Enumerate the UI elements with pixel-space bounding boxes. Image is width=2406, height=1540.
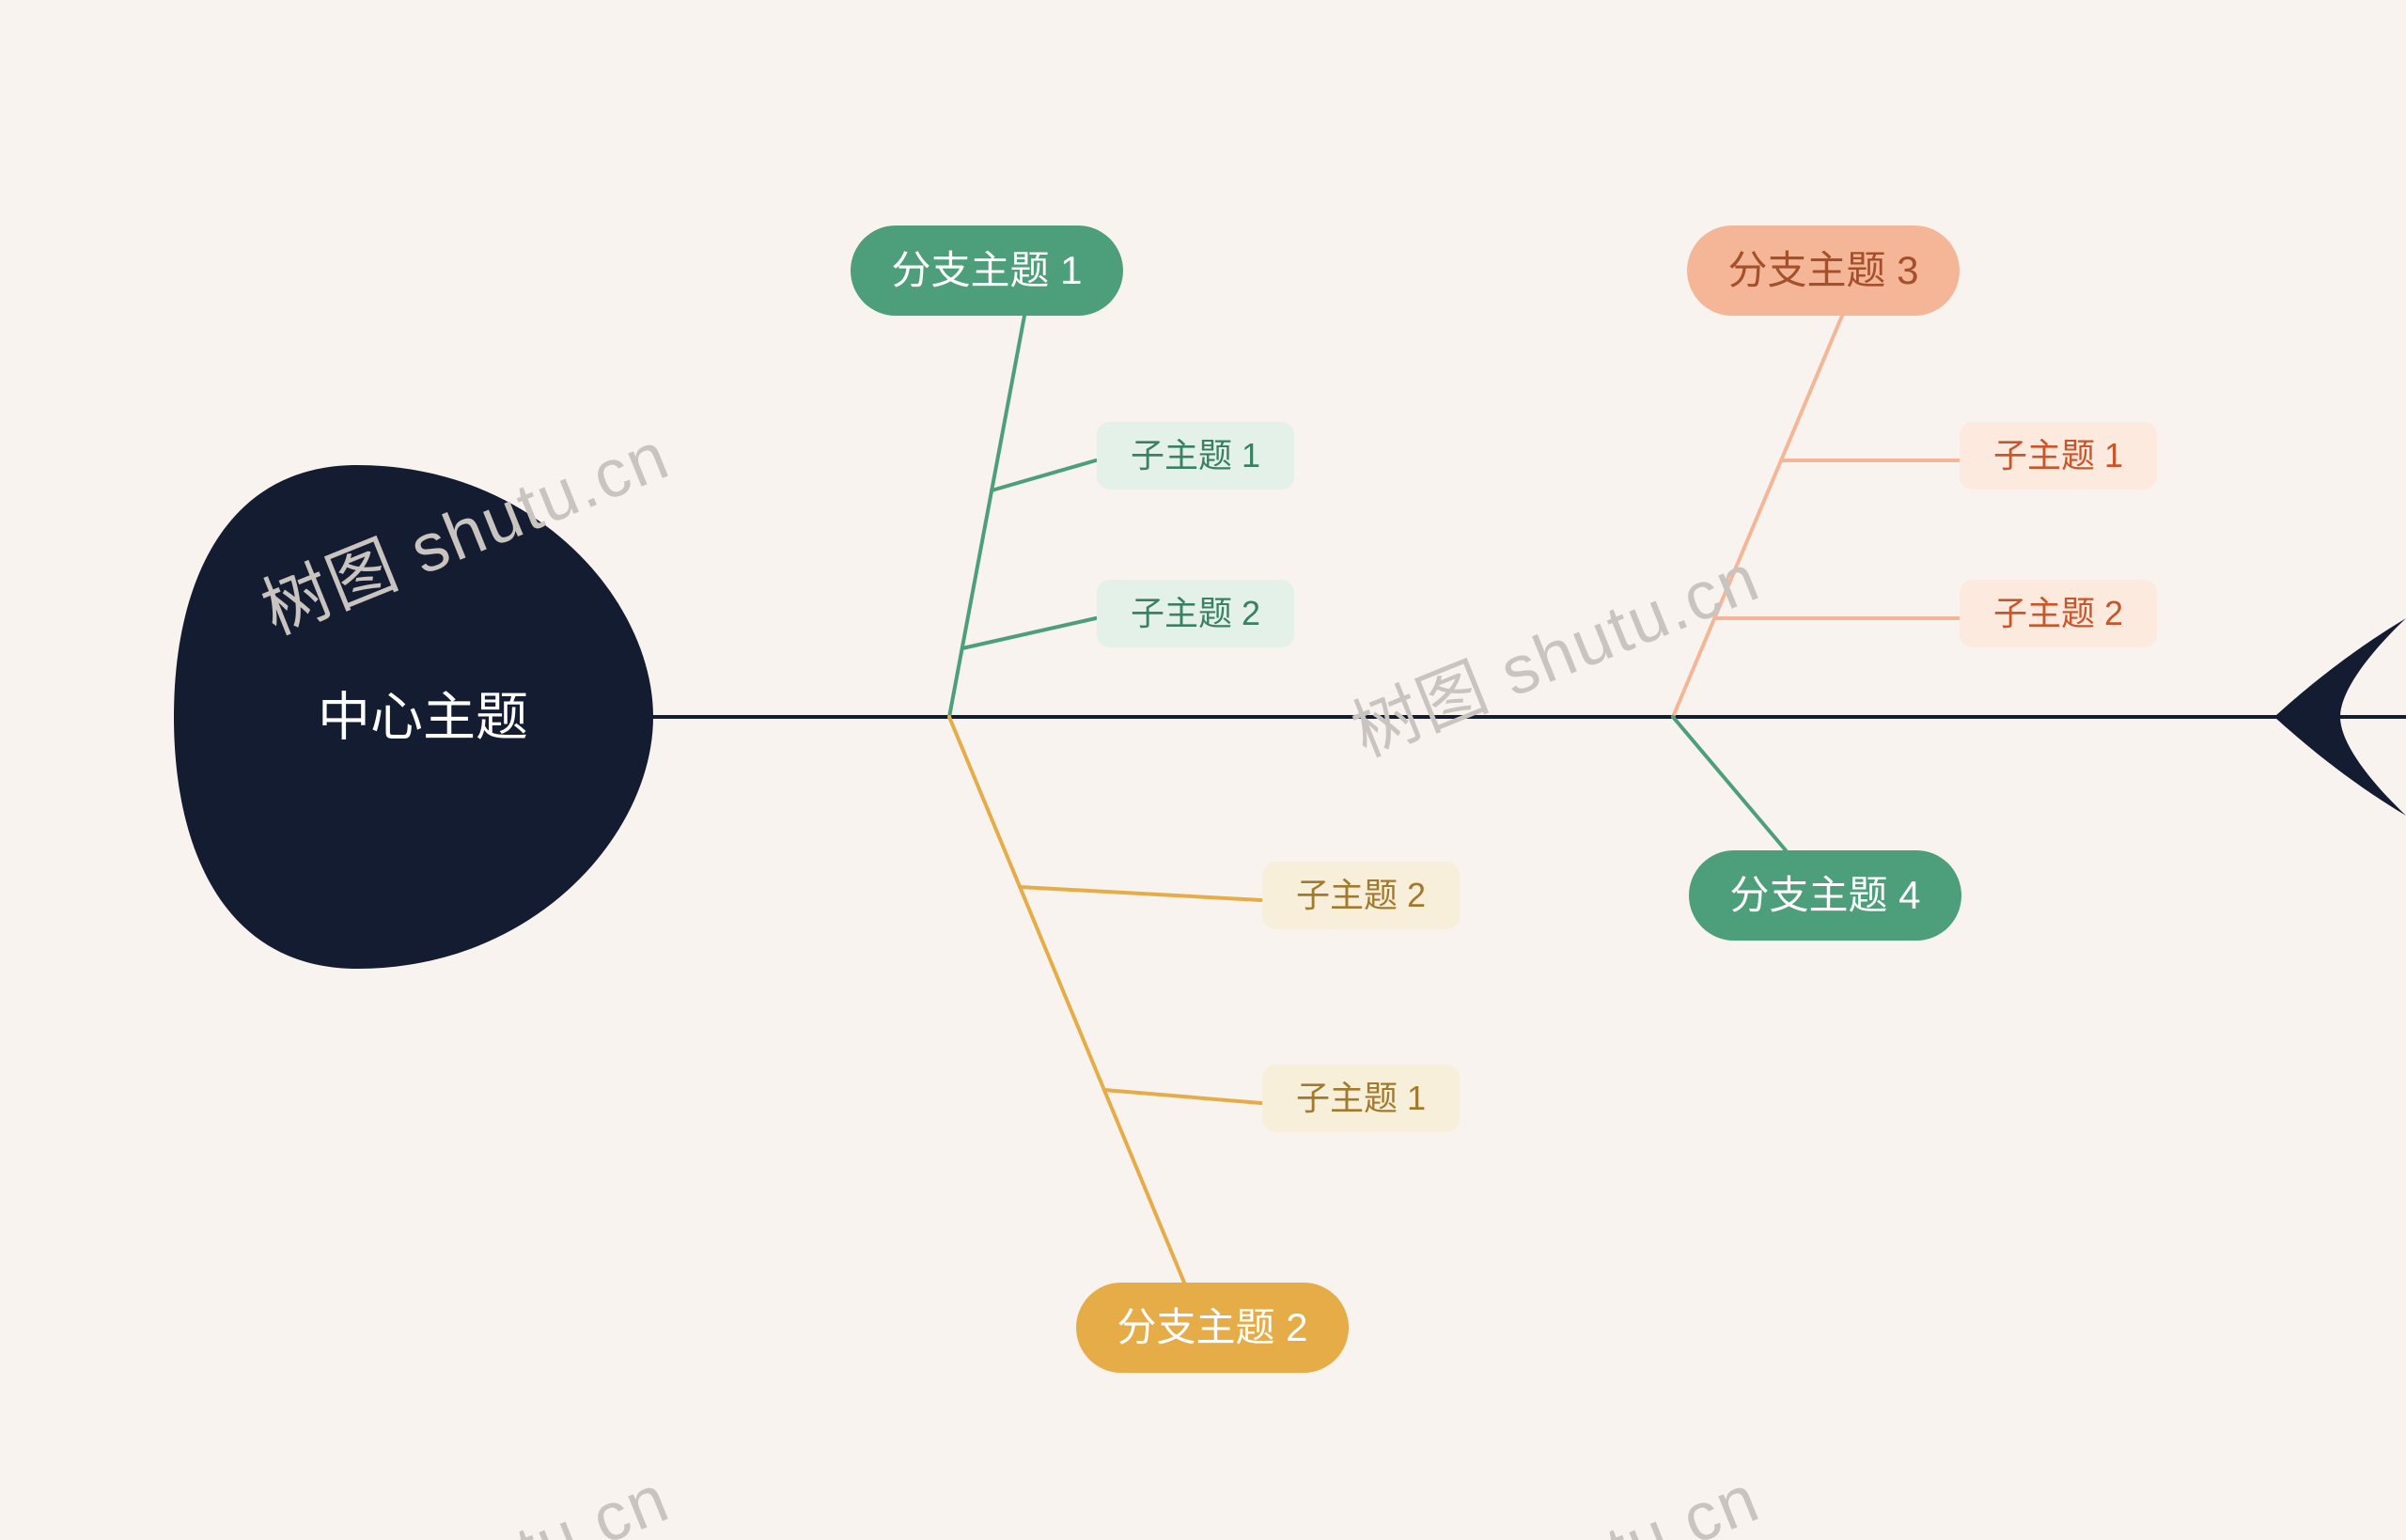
branch-node-2[interactable]: 分支主题 2 [1076, 1283, 1349, 1373]
branch-node-4[interactable]: 分支主题 4 [1689, 850, 1961, 941]
sub-node-2-1[interactable]: 子主题 2 [1262, 862, 1460, 929]
diagram-canvas: 树图 shutu.cn树图 shutu.cn树图 shutu.cn树图 shut… [0, 0, 2406, 1540]
sub-node-1-2[interactable]: 子主题 2 [1097, 580, 1294, 647]
branch-node-3[interactable]: 分支主题 3 [1687, 226, 1960, 316]
sub-node-2-2[interactable]: 子主题 1 [1262, 1065, 1460, 1132]
sub-node-1-1[interactable]: 子主题 1 [1097, 422, 1294, 490]
sub-node-3-2[interactable]: 子主题 2 [1960, 580, 2157, 647]
sub-node-3-1[interactable]: 子主题 1 [1960, 422, 2157, 490]
branch-node-1[interactable]: 分支主题 1 [851, 226, 1123, 316]
central-topic-label[interactable]: 中心主题 [318, 685, 528, 748]
